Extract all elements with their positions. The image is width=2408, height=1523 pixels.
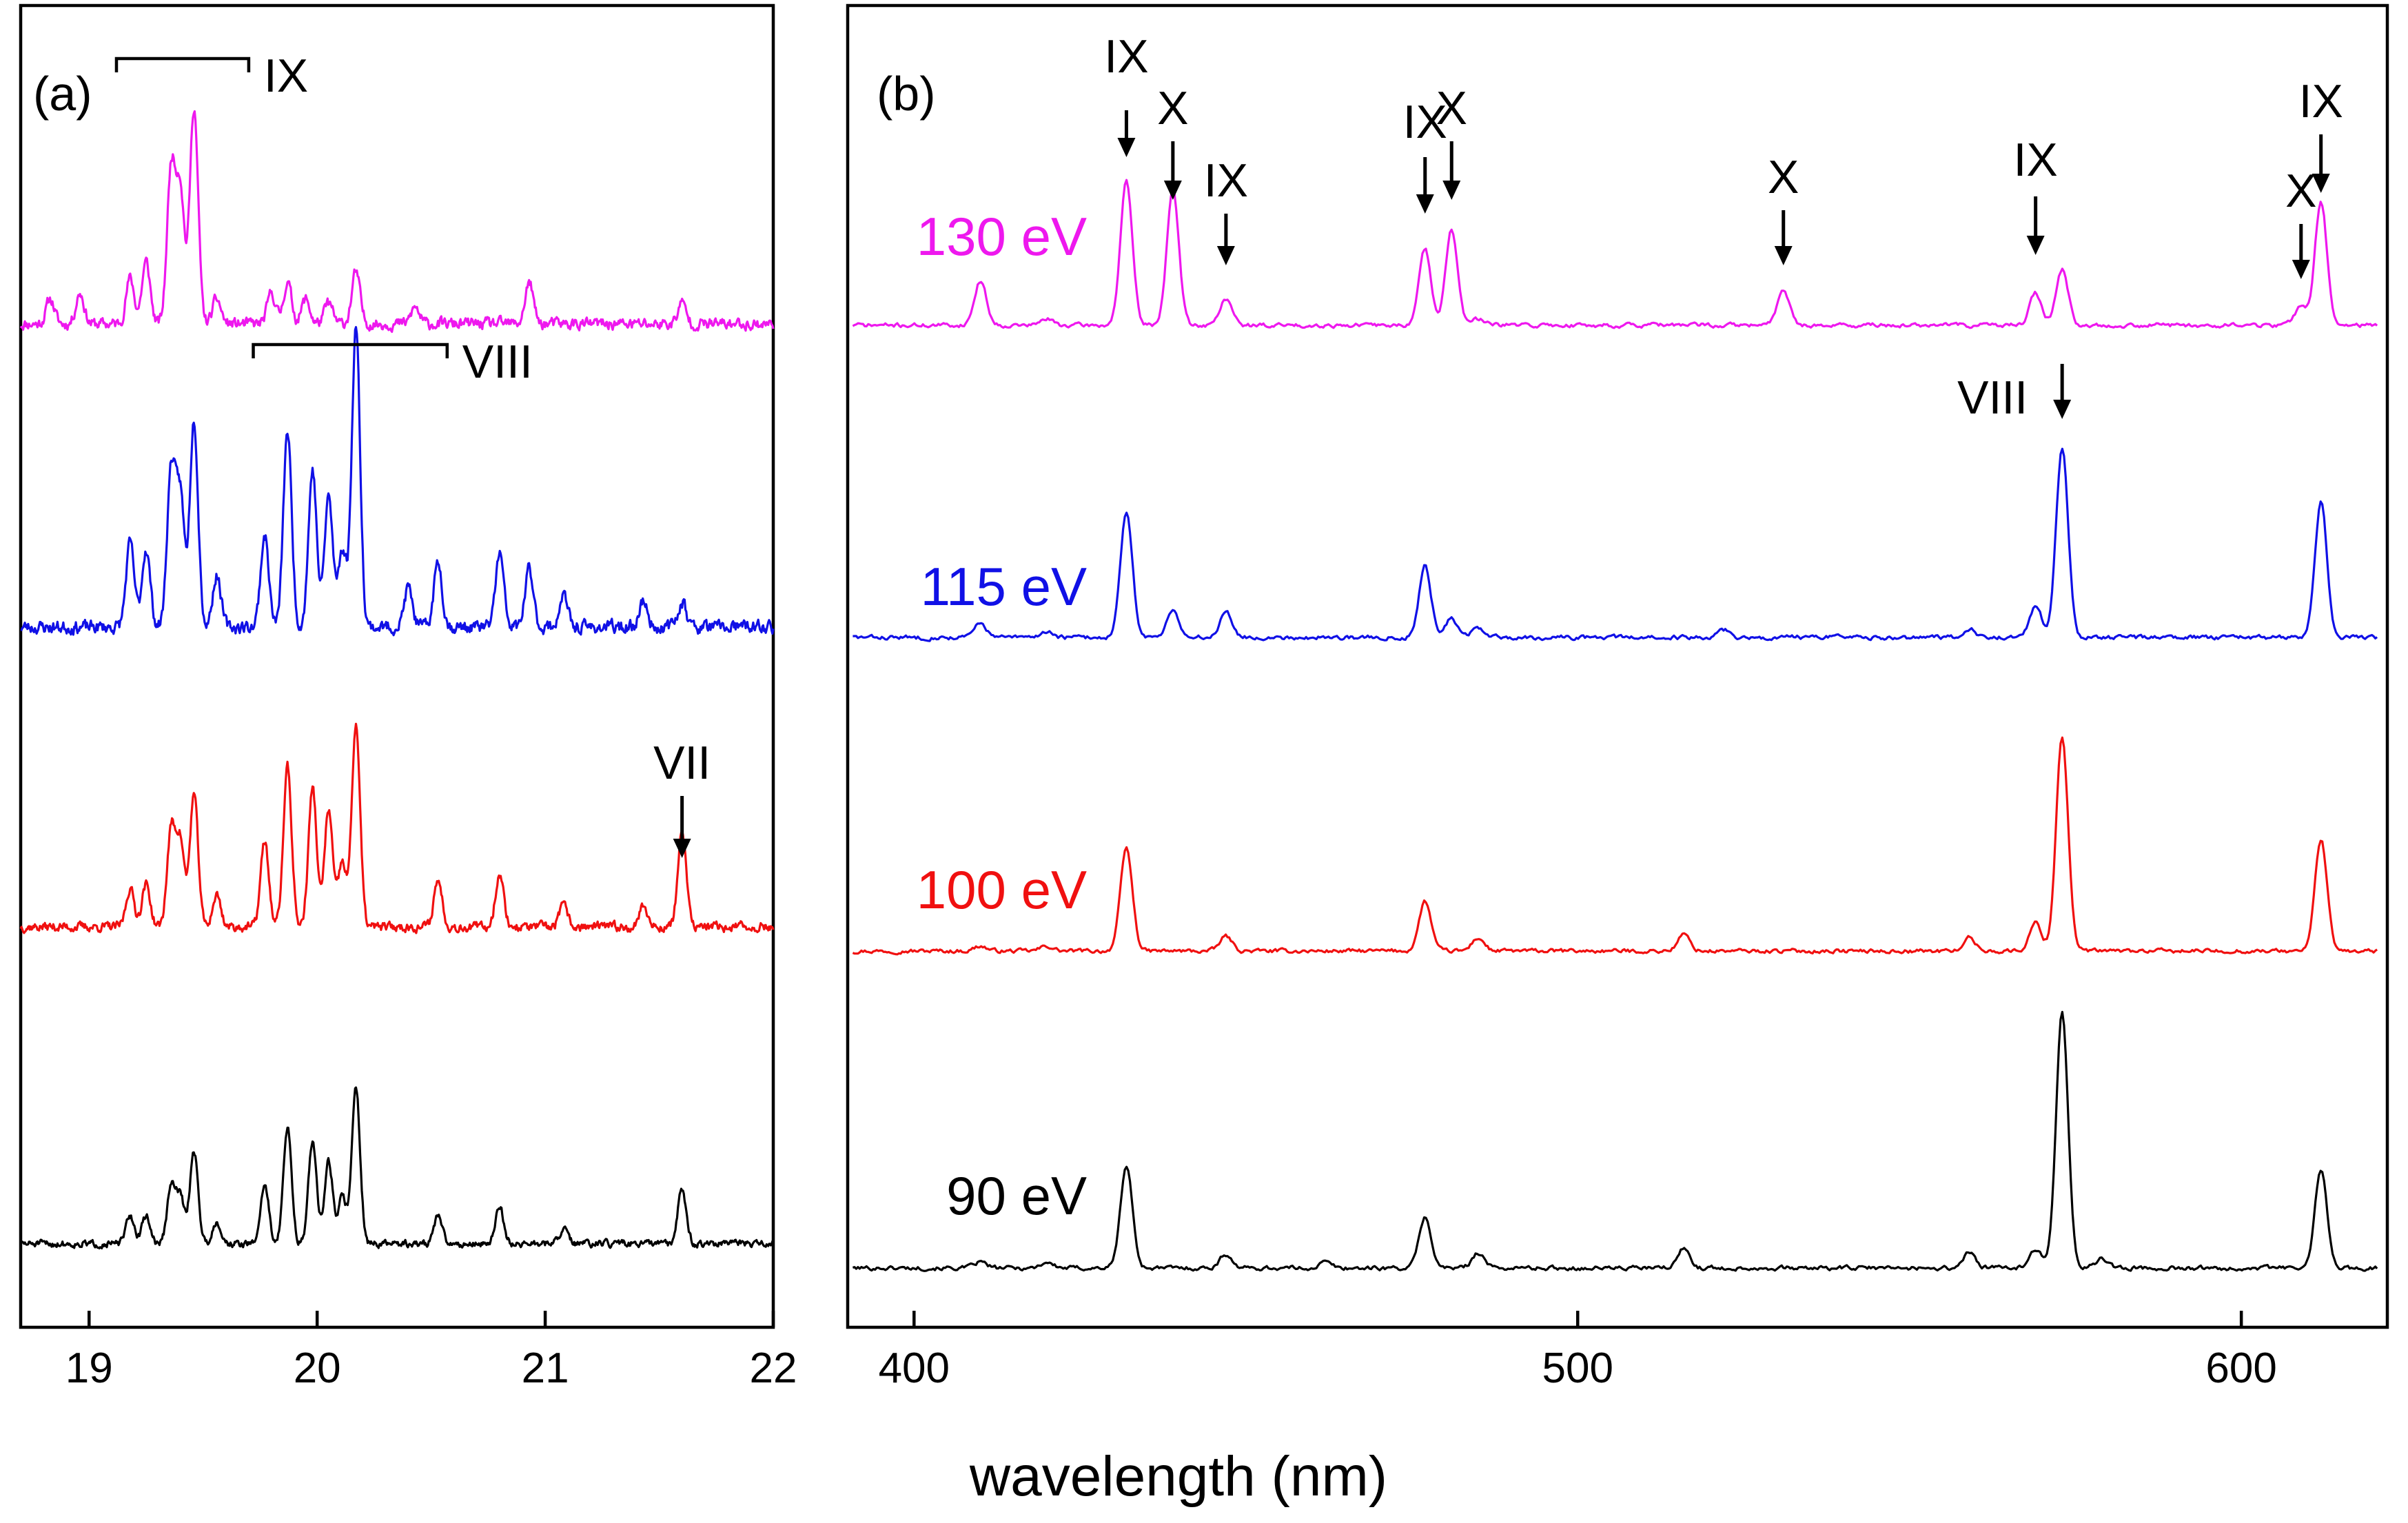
bracket-viii-line xyxy=(252,343,449,358)
annotation-label: IX xyxy=(2299,75,2343,127)
trace-130ev xyxy=(852,178,2378,329)
peak-annotation-x: X xyxy=(1768,151,1799,265)
panel-a-frame xyxy=(19,3,775,1329)
peak-annotation-x: X xyxy=(1436,82,1467,200)
annotation-arrow-head xyxy=(2292,260,2310,279)
trace-100ev xyxy=(852,736,2378,956)
panel-a-traces xyxy=(19,110,775,1250)
bracket-ix: IX xyxy=(114,50,308,102)
annotation-arrow-head xyxy=(2312,174,2330,193)
panel-b-label: (b) xyxy=(877,67,936,121)
energy-label-130ev: 130 eV xyxy=(917,206,1087,267)
panel-b-frame xyxy=(846,3,2389,1329)
peak-annotation-ix: IX xyxy=(2299,75,2343,193)
x-axis-title: wavelength (nm) xyxy=(969,1445,1387,1508)
annotation-label: X xyxy=(2285,165,2316,217)
annotation-arrow-head xyxy=(2026,236,2045,255)
x-tick-label: 20 xyxy=(294,1345,341,1392)
trace-115ev xyxy=(853,447,2378,642)
annotation-label: IX xyxy=(1403,96,1447,148)
x-tick-label: 600 xyxy=(2205,1345,2276,1392)
bracket-viii: VIII xyxy=(252,336,533,388)
peak-annotation-ix: IX xyxy=(1104,30,1149,157)
trace-115ev xyxy=(20,326,775,637)
annotation-label: X xyxy=(1436,82,1467,134)
x-tick-label: 19 xyxy=(65,1345,113,1392)
peak-annotation-viii: VIII xyxy=(1957,364,2072,424)
trace-90ev xyxy=(852,1010,2378,1272)
annotation-label: VIII xyxy=(1957,371,2028,424)
bracket-ix-label: IX xyxy=(264,50,308,102)
x-tick-label: 22 xyxy=(750,1345,797,1392)
peak-annotation-x: X xyxy=(1157,82,1189,200)
x-tick-label: 400 xyxy=(879,1345,950,1392)
x-tick-label: 500 xyxy=(1542,1345,1613,1392)
trace-90ev xyxy=(19,1086,775,1250)
annotation-arrow-head xyxy=(2053,400,2072,419)
peak-annotation-ix: IX xyxy=(2014,134,2058,255)
annotation-arrow-head xyxy=(1442,181,1461,200)
arrow-vii: VII xyxy=(653,737,711,858)
peak-annotation-ix: IX xyxy=(1204,154,1248,265)
energy-label-100ev: 100 eV xyxy=(917,859,1087,920)
arrow-vii-head xyxy=(673,839,691,858)
energy-label-90ev: 90 eV xyxy=(946,1165,1087,1226)
trace-130ev xyxy=(19,110,775,334)
annotation-label: IX xyxy=(1104,30,1148,83)
panel-a-label: (a) xyxy=(33,67,92,121)
annotation-label: IX xyxy=(2014,134,2058,186)
peak-annotation-ix: IX xyxy=(1403,96,1447,214)
panel-a: 19 20 21 22 (a) IX VIII VII xyxy=(19,3,797,1392)
bracket-ix-line xyxy=(114,57,251,72)
x-tick-label: 21 xyxy=(522,1345,569,1392)
annotation-label: X xyxy=(1157,82,1188,134)
annotation-label: IX xyxy=(1204,154,1248,207)
peak-annotation-x: X xyxy=(2285,165,2316,279)
arrow-vii-label: VII xyxy=(653,737,711,789)
annotation-arrow-head xyxy=(1774,246,1793,265)
bracket-viii-label: VIII xyxy=(462,336,533,388)
annotation-arrow-head xyxy=(1216,246,1235,265)
panel-b-traces xyxy=(852,178,2378,1272)
energy-label-115ev: 115 eV xyxy=(921,556,1087,617)
annotation-label: X xyxy=(1768,151,1799,203)
annotation-arrow-head xyxy=(1117,138,1136,157)
annotation-arrow-head xyxy=(1416,194,1434,214)
trace-100ev xyxy=(19,722,775,934)
panel-a-x-ticks: 19 20 21 22 xyxy=(65,1311,797,1392)
panel-b-x-ticks: 400 500 600 xyxy=(879,1311,2277,1392)
annotation-arrow-head xyxy=(1163,181,1182,200)
